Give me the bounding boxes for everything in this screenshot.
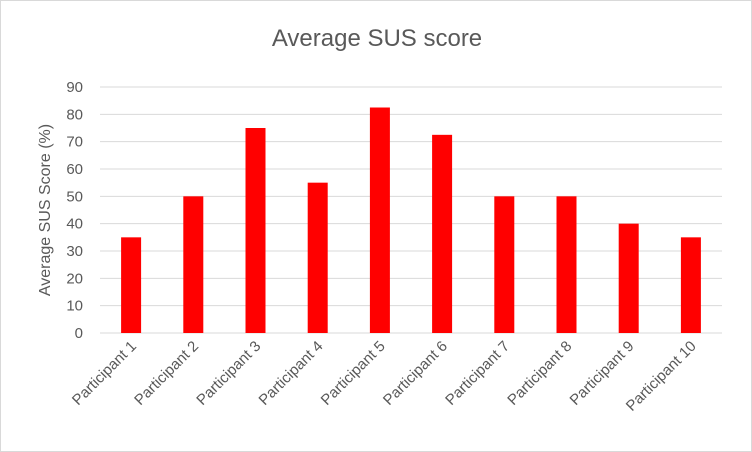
y-axis-ticks: 0 10 20 30 40 50 60 70 80 90 (66, 79, 83, 342)
bar (618, 223, 639, 333)
chart-title: Average SUS score (271, 25, 483, 52)
x-tick-label: Participant 4 (256, 338, 327, 409)
y-tick-label: 80 (66, 106, 83, 123)
y-tick-label: 0 (75, 325, 83, 342)
bar (121, 237, 142, 333)
bar (245, 128, 266, 333)
bar (494, 196, 515, 333)
x-tick-label: Participant 8 (504, 338, 575, 409)
gridlines (100, 86, 722, 334)
x-tick-label: Participant 5 (318, 338, 389, 409)
x-tick-label: Participant 2 (131, 338, 202, 409)
y-tick-label: 60 (66, 161, 83, 178)
bar (680, 237, 701, 333)
x-tick-label: Participant 7 (442, 338, 513, 409)
bars (121, 107, 701, 333)
bar (183, 196, 204, 333)
y-tick-label: 40 (66, 216, 83, 233)
x-tick-label: Participant 6 (380, 338, 451, 409)
y-tick-label: 50 (66, 188, 83, 205)
y-axis-title: Average SUS Score (%) (37, 124, 54, 296)
y-tick-label: 10 (66, 298, 83, 315)
x-tick-label: Participant 1 (69, 338, 140, 409)
bar (369, 107, 390, 333)
bar (307, 182, 328, 333)
y-tick-label: 30 (66, 243, 83, 260)
x-tick-label: Participant 3 (193, 338, 264, 409)
y-tick-label: 70 (66, 134, 83, 151)
bar (432, 134, 453, 333)
y-tick-label: 90 (66, 79, 83, 96)
y-tick-label: 20 (66, 270, 83, 287)
bar (556, 196, 577, 333)
